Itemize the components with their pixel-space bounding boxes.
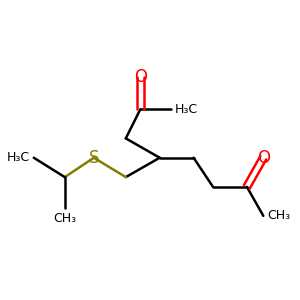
Text: H₃C: H₃C: [175, 103, 198, 116]
Text: O: O: [134, 68, 147, 86]
Text: CH₃: CH₃: [267, 209, 290, 222]
Text: O: O: [257, 149, 270, 167]
Text: H₃C: H₃C: [7, 151, 30, 164]
Text: S: S: [88, 149, 99, 167]
Text: CH₃: CH₃: [53, 212, 76, 225]
